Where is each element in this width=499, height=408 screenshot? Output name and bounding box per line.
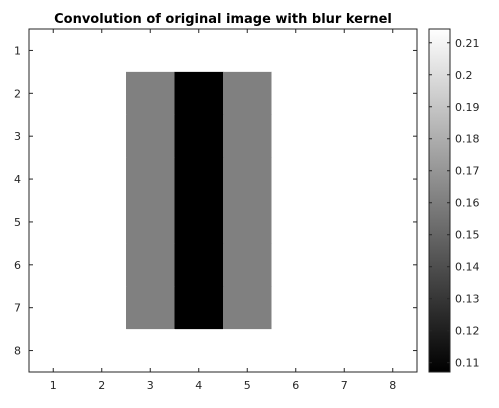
heatmap-cell-r2-c4 — [174, 71, 224, 116]
heatmap-cell-r3-c5 — [223, 114, 272, 159]
heatmap-cell-r4-c1 — [29, 157, 78, 201]
heatmap-cell-r6-c6 — [271, 243, 321, 287]
y-tick-label: 1 — [14, 44, 21, 57]
colorbar-tick-label: 0.15 — [455, 229, 480, 242]
heatmap-cell-r3-c2 — [77, 114, 127, 159]
x-tick-label: 5 — [244, 379, 251, 392]
colorbar-tick-label: 0.11 — [455, 357, 480, 370]
colorbar-tick-label: 0.12 — [455, 325, 480, 338]
colorbar — [428, 28, 451, 373]
heatmap-cell-r2-c8 — [368, 71, 418, 116]
heatmap-cell-r7-c8 — [368, 286, 418, 330]
x-tick-label: 8 — [389, 379, 396, 392]
heatmap-cell-r8-c8 — [368, 329, 418, 373]
heatmap-cell-r4-c7 — [320, 157, 369, 201]
x-tick-label: 6 — [292, 379, 299, 392]
colorbar-ticks: 0.11 0.12 0.13 0.14 0.15 0.16 0.17 0.18 0.19 0.2 0… — [429, 37, 480, 370]
heatmap-cell-r1-c8 — [368, 29, 418, 73]
heatmap-cell-r1-c4 — [174, 29, 224, 73]
heatmap-cells — [29, 29, 418, 373]
heatmap-cell-r8-c7 — [320, 329, 369, 373]
heatmap-cell-r2-c1 — [29, 71, 78, 116]
colorbar-tick-label: 0.2 — [455, 69, 473, 82]
heatmap-cell-r8-c4 — [174, 329, 224, 373]
heatmap-cell-r1-c3 — [126, 29, 175, 73]
heatmap-cell-r2-c5 — [223, 71, 272, 116]
heatmap-cell-r3-c1 — [29, 114, 78, 159]
heatmap-cell-r3-c4 — [174, 114, 224, 159]
heatmap-cell-r2-c6 — [271, 71, 321, 116]
heatmap-cell-r7-c5 — [223, 286, 272, 330]
x-tick-label: 1 — [50, 379, 57, 392]
heatmap-cell-r2-c2 — [77, 71, 127, 116]
x-tick-label: 4 — [195, 379, 202, 392]
x-tick-label: 3 — [147, 379, 154, 392]
heatmap-cell-r4-c8 — [368, 157, 418, 201]
heatmap-cell-r7-c4 — [174, 286, 224, 330]
colorbar-tick-label: 0.18 — [455, 133, 480, 146]
heatmap-cell-r8-c5 — [223, 329, 272, 373]
heatmap-cell-r1-c2 — [77, 29, 127, 73]
heatmap-cell-r6-c7 — [320, 243, 369, 287]
y-tick-label: 8 — [14, 345, 21, 358]
y-tick-label: 7 — [14, 302, 21, 315]
heatmap-cell-r5-c8 — [368, 200, 418, 244]
heatmap-cell-r3-c6 — [271, 114, 321, 159]
heatmap-cell-r3-c3 — [126, 114, 175, 159]
y-tick-label: 2 — [14, 87, 21, 100]
heatmap-cell-r7-c7 — [320, 286, 369, 330]
heatmap-cell-r5-c5 — [223, 200, 272, 244]
heatmap-cell-r6-c5 — [223, 243, 272, 287]
heatmap-cell-r6-c8 — [368, 243, 418, 287]
colorbar-tick-label: 0.16 — [455, 197, 480, 210]
colorbar-tick-label: 0.17 — [455, 165, 480, 178]
chart-title: Convolution of original image with blur … — [54, 12, 392, 27]
heatmap-cell-r5-c3 — [126, 200, 175, 244]
heatmap-cell-r3-c8 — [368, 114, 418, 159]
y-tick-label: 6 — [14, 259, 21, 272]
heatmap-cell-r1-c1 — [29, 29, 78, 73]
y-tick-label: 4 — [14, 173, 21, 186]
heatmap-cell-r8-c2 — [77, 329, 127, 373]
x-axis: 1 2 3 4 5 6 7 8 — [50, 29, 396, 392]
colorbar-tick-label: 0.14 — [455, 261, 480, 274]
heatmap-cell-r5-c7 — [320, 200, 369, 244]
heatmap-cell-r2-c3 — [126, 71, 175, 116]
heatmap-cell-r6-c3 — [126, 243, 175, 287]
y-axis: 1 2 3 4 5 6 7 8 — [14, 44, 417, 358]
colorbar-tick-label: 0.19 — [455, 101, 480, 114]
colorbar-tick-label: 0.21 — [455, 37, 480, 50]
heatmap-cell-r7-c2 — [77, 286, 127, 330]
plot-area-frame — [28, 28, 418, 373]
y-tick-label: 3 — [14, 130, 21, 143]
heatmap-cell-r6-c1 — [29, 243, 78, 287]
heatmap-cell-r5-c2 — [77, 200, 127, 244]
colorbar-tick-label: 0.13 — [455, 293, 480, 306]
heatmap-cell-r7-c3 — [126, 286, 175, 330]
heatmap-cell-r6-c2 — [77, 243, 127, 287]
x-tick-label: 2 — [98, 379, 105, 392]
heatmap-cell-r4-c3 — [126, 157, 175, 201]
heatmap-cell-r4-c4 — [174, 157, 224, 201]
heatmap-cell-r1-c7 — [320, 29, 369, 73]
heatmap-cell-r8-c3 — [126, 329, 175, 373]
heatmap-cell-r1-c6 — [271, 29, 321, 73]
heatmap-cell-r7-c1 — [29, 286, 78, 330]
heatmap-cell-r8-c1 — [29, 329, 78, 373]
heatmap-cell-r5-c1 — [29, 200, 78, 244]
x-tick-label: 7 — [341, 379, 348, 392]
heatmap-cell-r4-c5 — [223, 157, 272, 201]
heatmap-cell-r5-c6 — [271, 200, 321, 244]
heatmap-cell-r2-c7 — [320, 71, 369, 116]
heatmap-cell-r8-c6 — [271, 329, 321, 373]
heatmap-cell-r1-c5 — [223, 29, 272, 73]
heatmap-cell-r6-c4 — [174, 243, 224, 287]
heatmap-cell-r4-c2 — [77, 157, 127, 201]
heatmap-cell-r5-c4 — [174, 200, 224, 244]
heatmap-cell-r4-c6 — [271, 157, 321, 201]
y-tick-label: 5 — [14, 216, 21, 229]
heatmap-cell-r3-c7 — [320, 114, 369, 159]
heatmap-cell-r7-c6 — [271, 286, 321, 330]
